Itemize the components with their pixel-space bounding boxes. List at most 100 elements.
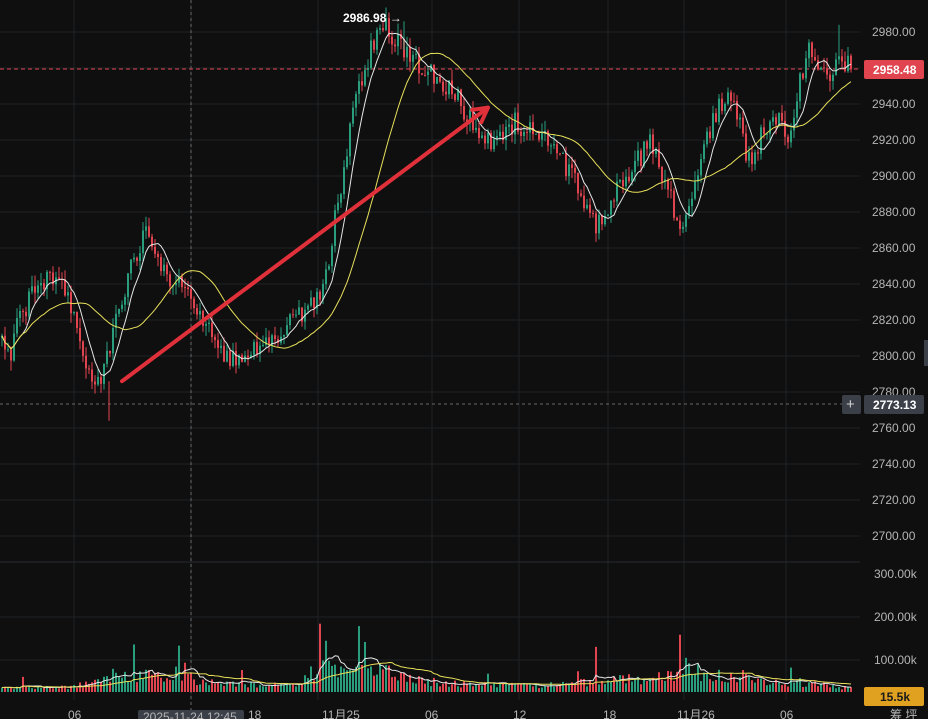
volume-bar	[793, 682, 795, 692]
volume-bar	[595, 646, 597, 692]
volume-bar	[166, 678, 168, 692]
volume-bar	[145, 669, 147, 692]
volume-bar	[370, 666, 372, 692]
time-label: 12	[513, 708, 527, 719]
time-label: 06	[425, 708, 439, 719]
price-tick-label: 2920.00	[872, 133, 916, 147]
volume-bar	[562, 681, 564, 692]
candle-body	[40, 282, 42, 286]
current-volume-value: 15.5k	[880, 690, 910, 704]
volume-bar	[583, 678, 585, 692]
volume-bar	[301, 684, 303, 692]
volume-bar	[472, 686, 474, 692]
candle-body	[265, 337, 267, 346]
volume-bar	[31, 688, 33, 692]
volume-bar	[643, 679, 645, 692]
volume-bar	[433, 677, 435, 692]
candle-body	[661, 167, 663, 182]
volume-bar	[232, 681, 234, 692]
candle-body	[175, 282, 177, 286]
candle-body	[178, 276, 180, 283]
candle-body	[349, 123, 351, 157]
crosshair-add-button-bg[interactable]	[842, 395, 861, 414]
candle-body	[640, 150, 642, 167]
volume-bar	[358, 626, 360, 692]
candle-body	[430, 64, 432, 72]
volume-ma-slow	[1, 661, 852, 689]
candle-body	[43, 282, 45, 290]
trend-arrow-annotation[interactable]	[120, 105, 490, 384]
crosshair-time-label: 2025-11-24 12:45	[143, 710, 237, 719]
candle-body	[499, 131, 501, 137]
volume-bar	[616, 682, 618, 692]
candle-body	[211, 322, 213, 337]
candle-body	[481, 135, 483, 138]
volume-bar	[355, 666, 357, 692]
volume-bar	[352, 670, 354, 692]
trend-arrow-line[interactable]	[120, 105, 490, 384]
panel-edge-handle[interactable]	[924, 340, 928, 366]
current-price-value: 2958.48	[873, 63, 917, 77]
time-label: 18	[603, 708, 617, 719]
crosshair-price-tag: + 2773.13	[842, 395, 924, 414]
candle-body	[238, 355, 240, 366]
price-tick-label: 2740.00	[872, 457, 916, 471]
volume-axis[interactable]: 300.00k 200.00k 100.00k	[874, 567, 918, 667]
time-axis[interactable]: 06 2025-11-24 12:45 18 11月25 06 12 18 11…	[68, 708, 917, 719]
volume-bar	[730, 673, 732, 692]
candle-body	[628, 176, 630, 182]
candle-body	[709, 131, 711, 139]
volume-bar	[649, 678, 651, 692]
volume-bar	[424, 683, 426, 692]
candle-body	[271, 335, 273, 346]
volume-bar	[634, 678, 636, 692]
volume-bar	[742, 670, 744, 692]
volume-bar	[130, 681, 132, 692]
candle-body	[586, 204, 588, 209]
volume-bar	[682, 673, 684, 692]
candle-body	[793, 117, 795, 131]
volume-bar	[271, 684, 273, 692]
volume-bar	[592, 683, 594, 692]
price-axis[interactable]: 2980.002960.002940.002920.002900.002880.…	[872, 25, 916, 543]
candle-body	[283, 334, 285, 337]
volume-bar	[574, 685, 576, 692]
candle-body	[328, 266, 330, 270]
volume-bar	[403, 672, 405, 692]
candle-body	[10, 349, 12, 361]
candle-body	[187, 287, 189, 290]
candle-body	[136, 257, 138, 261]
volume-bar	[211, 679, 213, 692]
candle-body	[286, 325, 288, 335]
candle-body	[361, 81, 363, 86]
candle-body	[571, 164, 573, 168]
candle-body	[760, 127, 762, 154]
plus-icon[interactable]: +	[846, 396, 855, 413]
candle-body	[445, 91, 447, 95]
candle-body	[52, 272, 54, 285]
candle-body	[268, 337, 270, 346]
axis-corner-label[interactable]: 筹 坪	[890, 708, 917, 719]
volume-bar	[28, 687, 30, 692]
volume-bar	[523, 683, 525, 692]
volume-bar	[427, 679, 429, 692]
volume-bar	[4, 687, 6, 692]
volume-bar	[343, 668, 345, 692]
volume-bar	[451, 684, 453, 692]
candle-body	[805, 58, 807, 79]
volume-bar	[511, 682, 513, 692]
candle-body	[295, 314, 297, 316]
candle-body	[220, 345, 222, 348]
volume-bar	[811, 682, 813, 692]
volume-bar	[826, 684, 828, 692]
volume-bar	[70, 685, 72, 692]
candle-body	[706, 131, 708, 145]
candle-body	[415, 53, 417, 56]
trend-arrow-head[interactable]	[470, 105, 490, 125]
volume-bar	[646, 680, 648, 692]
volume-bar	[766, 685, 768, 692]
candle-body	[478, 127, 480, 138]
volume-bar	[517, 684, 519, 692]
volume-bar	[757, 678, 759, 692]
